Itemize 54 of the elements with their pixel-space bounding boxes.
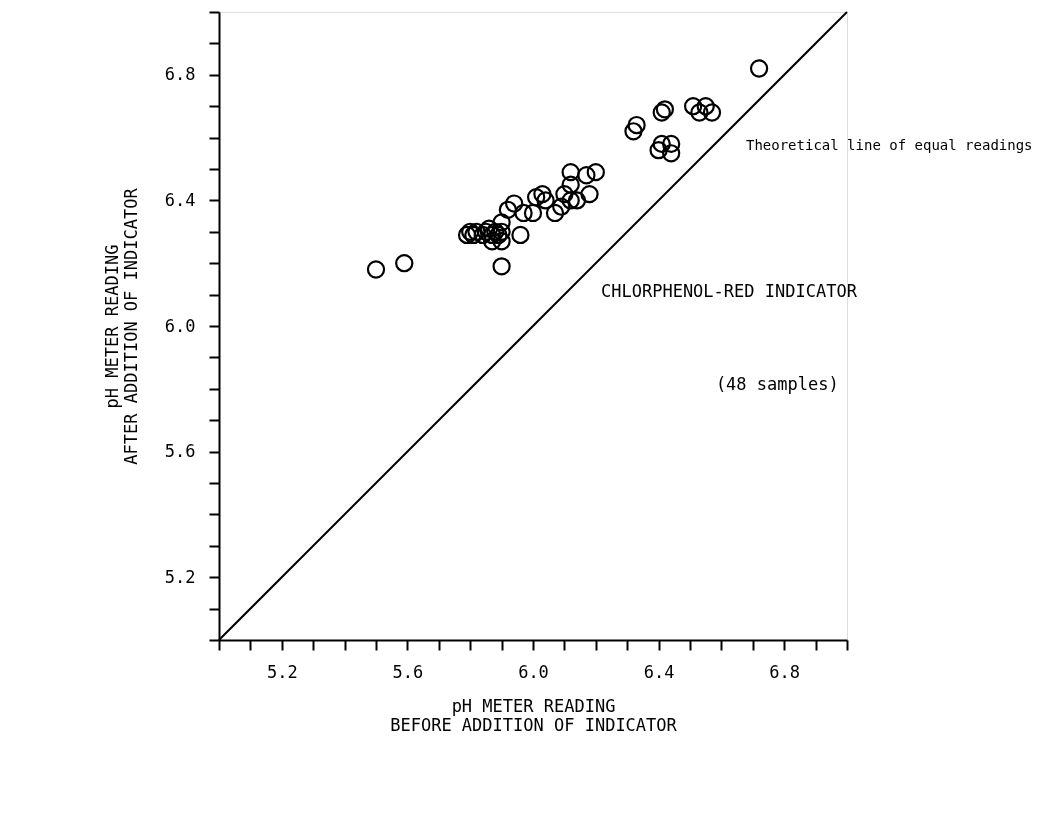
point	[464, 225, 483, 245]
y-tick-label: 6.0	[164, 315, 196, 336]
point	[683, 97, 703, 116]
point	[511, 225, 530, 245]
annotation: Theoretical line of equal readings	[745, 137, 1033, 154]
annotation: CHLORPHENOL-RED INDICATOR	[601, 281, 858, 302]
point	[702, 103, 722, 122]
point	[492, 232, 511, 251]
y-tick-label: 6.8	[164, 64, 196, 85]
point	[514, 203, 533, 223]
annotation: (48 samples)	[715, 374, 839, 395]
point	[624, 122, 643, 141]
point	[533, 184, 552, 204]
point	[652, 134, 671, 154]
y-axis-title: pH METER READING AFTER ADDITION OF INDICATOR	[101, 187, 141, 465]
point	[483, 232, 502, 251]
point	[523, 203, 543, 223]
point	[467, 222, 486, 241]
x-tick-label: 6.4	[643, 661, 675, 682]
point	[536, 191, 555, 210]
x-axis-title: pH METER READING BEFORE ADDITION OF INDICATOR	[390, 695, 678, 735]
point	[505, 194, 524, 213]
point	[498, 200, 518, 219]
point	[690, 103, 709, 122]
point	[662, 144, 681, 163]
x-tick-label: 5.2	[266, 661, 298, 682]
x-tick-label: 6.8	[769, 661, 801, 682]
point	[561, 162, 580, 182]
point	[577, 166, 596, 185]
point	[627, 115, 646, 135]
x-tick-label: 6.0	[518, 661, 549, 682]
point	[555, 184, 574, 204]
x-tick-label: 5.6	[392, 661, 424, 682]
point	[561, 175, 580, 194]
point	[652, 103, 671, 122]
point	[561, 191, 580, 210]
point	[492, 213, 511, 232]
point	[552, 197, 571, 216]
point	[395, 254, 414, 273]
point	[696, 97, 715, 116]
point	[649, 141, 668, 160]
point	[749, 59, 769, 78]
point	[662, 134, 681, 154]
point	[492, 257, 511, 276]
point	[366, 260, 386, 279]
point	[580, 184, 599, 204]
point	[545, 203, 565, 223]
point	[526, 188, 546, 207]
y-tick-label: 5.6	[164, 441, 196, 462]
y-tick-label: 5.2	[164, 566, 196, 587]
point	[567, 191, 587, 210]
point	[655, 100, 675, 119]
y-tick-label: 6.4	[164, 189, 196, 210]
point	[586, 162, 605, 182]
